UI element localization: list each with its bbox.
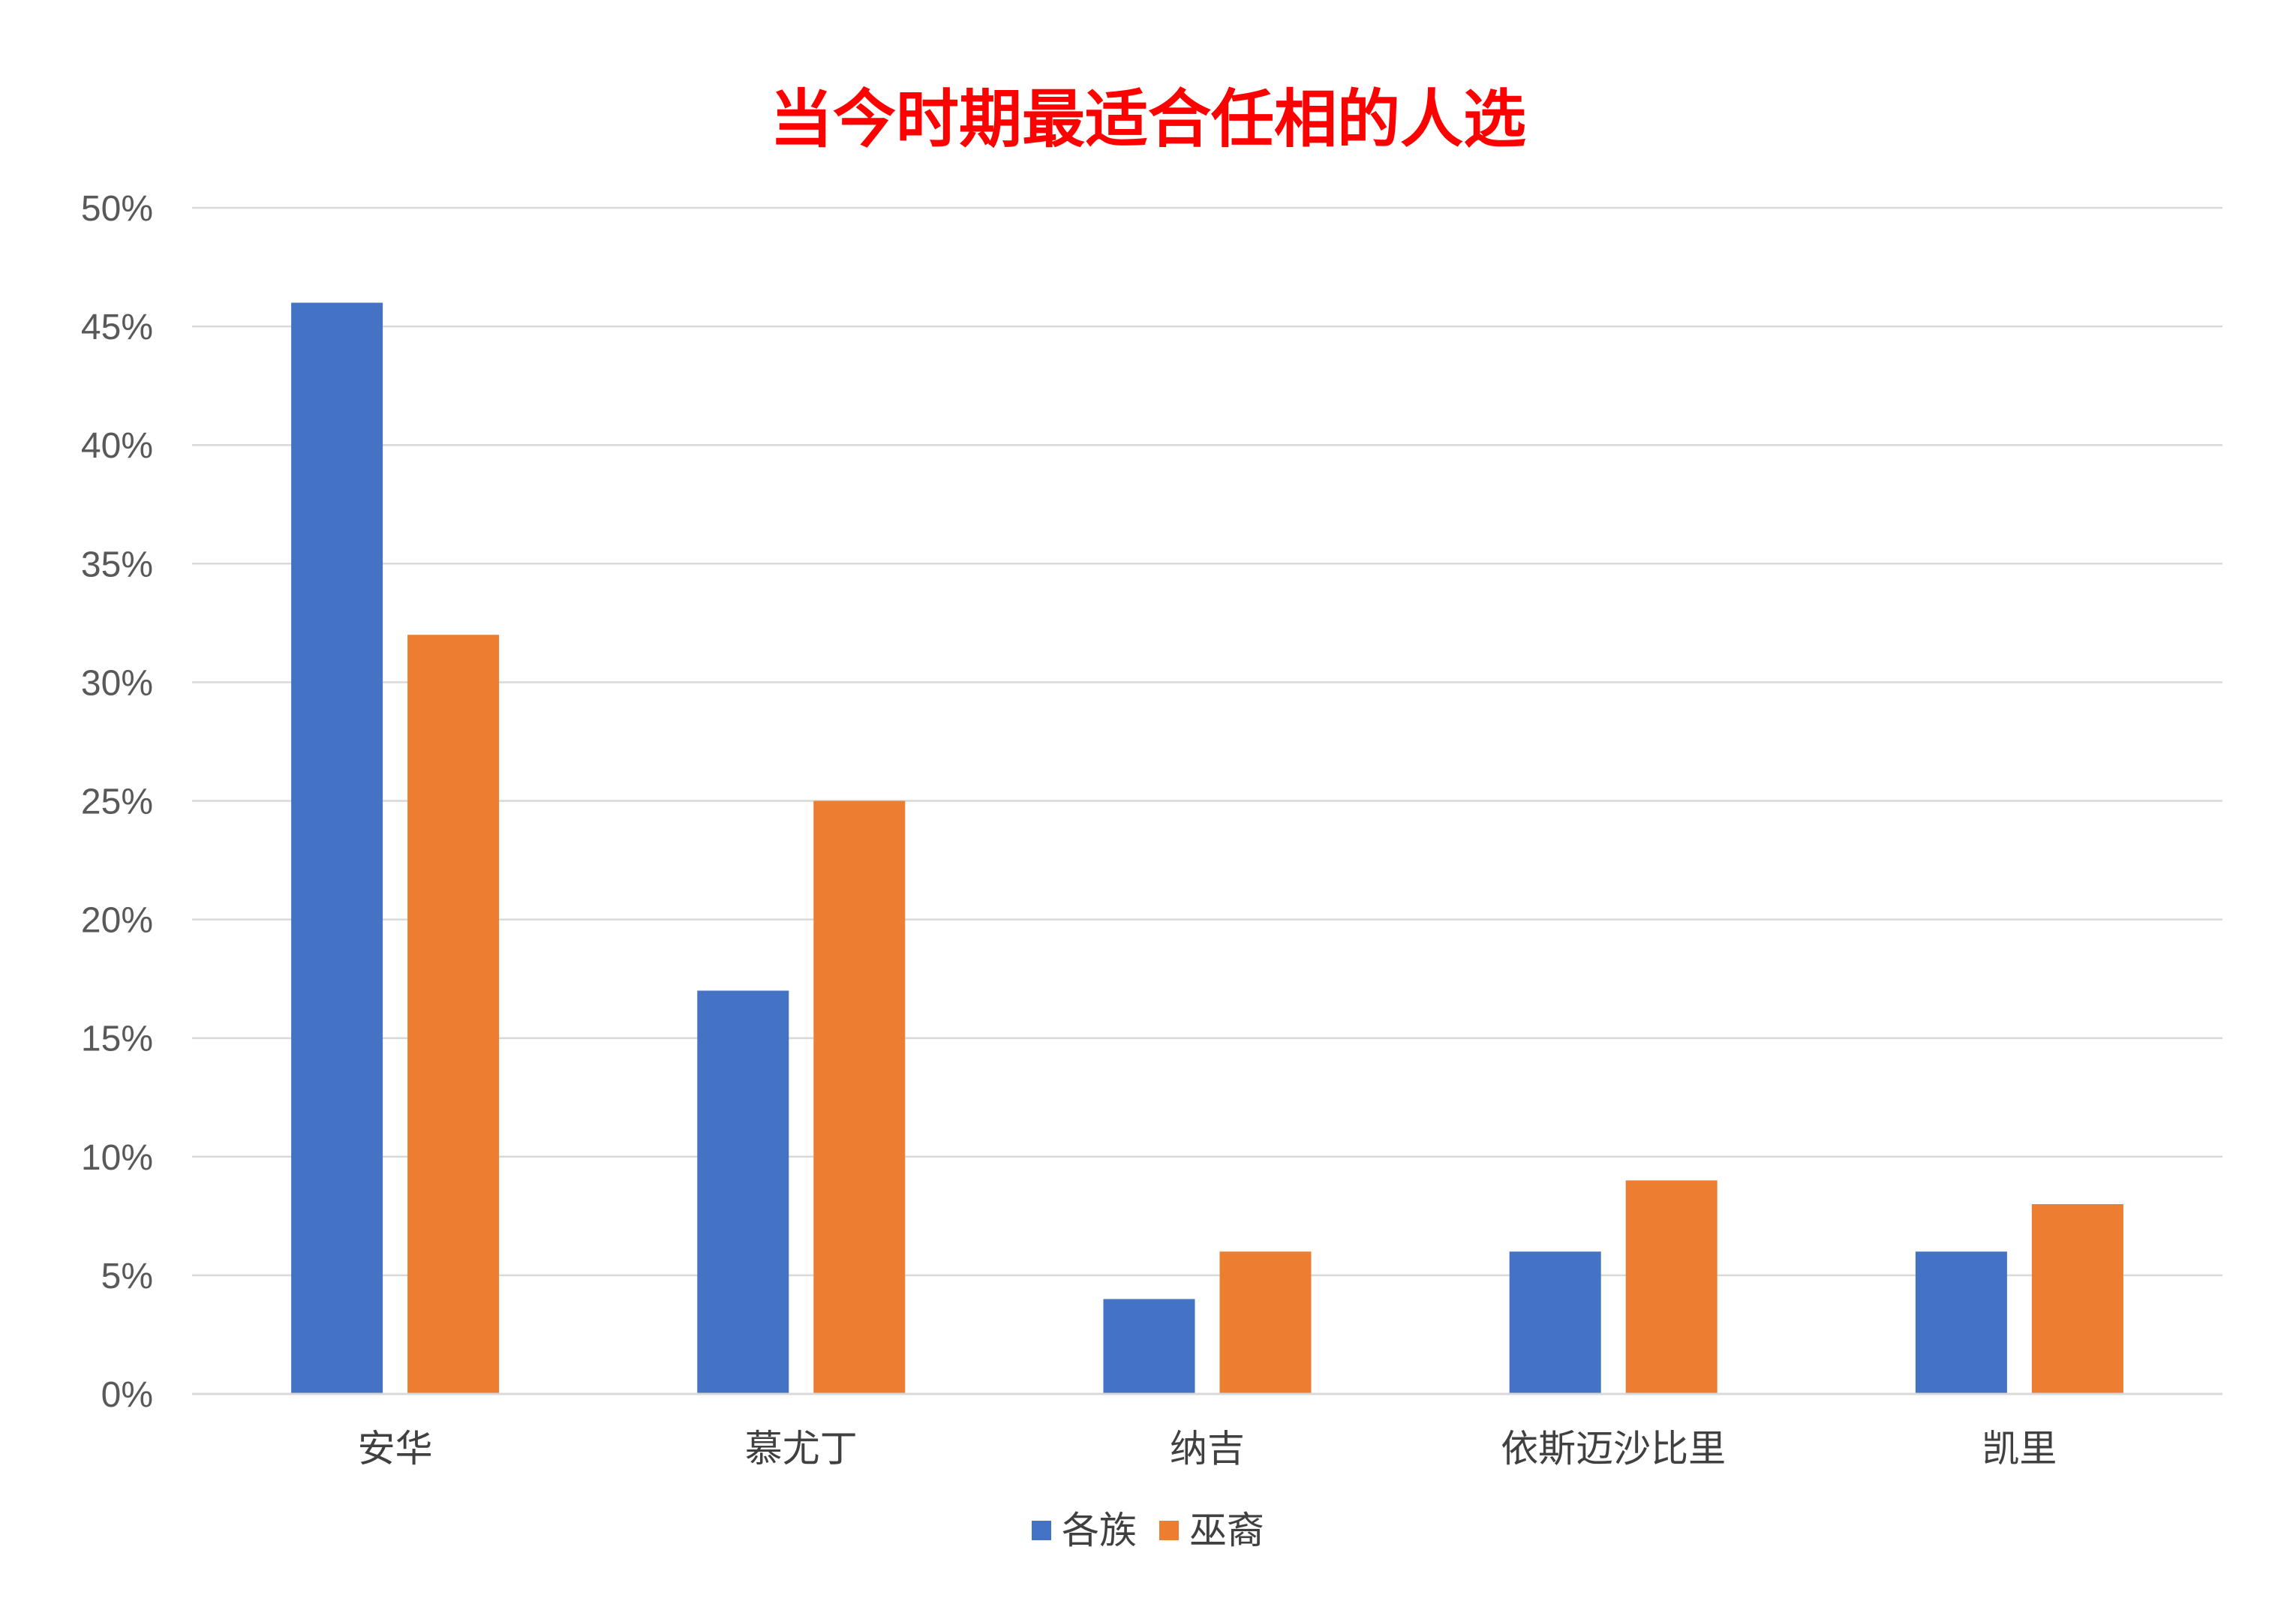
y-tick-label: 35% <box>81 545 153 584</box>
x-category-label: 慕尤丁 <box>745 1427 858 1470</box>
y-tick-label: 30% <box>81 663 153 703</box>
y-tick-label: 5% <box>101 1257 153 1296</box>
y-tick-label: 10% <box>81 1138 153 1178</box>
y-tick-label: 50% <box>81 189 153 229</box>
bar-1-1 <box>291 302 383 1395</box>
legend-label: 巫裔 <box>1189 1509 1264 1552</box>
bar-1-3 <box>1103 1299 1195 1394</box>
bar-2-2 <box>813 800 906 1394</box>
x-axis-category-labels: 安华 慕尤丁 纳吉 依斯迈沙比里 凯里 <box>358 1427 2057 1470</box>
bar-1-2 <box>697 990 789 1394</box>
bar-2-1 <box>407 635 500 1394</box>
chart-title: 当今时期最适合任相的人选 <box>770 82 1526 156</box>
x-category-label: 纳吉 <box>1170 1427 1245 1470</box>
y-axis-tick-labels: 0% 5% 10% 15% 20% 25% 30% 35% 40% 45% 50% <box>81 189 153 1415</box>
legend-label: 各族 <box>1062 1509 1137 1552</box>
bar-2-5 <box>2031 1204 2123 1394</box>
x-category-label: 凯里 <box>1982 1427 2057 1470</box>
bars <box>291 302 2123 1395</box>
x-category-label: 安华 <box>358 1427 433 1470</box>
legend: 各族 巫裔 <box>1032 1509 1264 1552</box>
y-tick-label: 40% <box>81 426 153 466</box>
legend-swatch <box>1159 1521 1179 1540</box>
y-tick-label: 0% <box>101 1375 153 1415</box>
bar-1-4 <box>1509 1251 1601 1394</box>
bar-2-4 <box>1625 1180 1717 1394</box>
bar-2-3 <box>1219 1251 1312 1394</box>
y-tick-label: 25% <box>81 782 153 822</box>
y-tick-label: 20% <box>81 901 153 941</box>
gridlines <box>192 206 2222 1277</box>
y-tick-label: 15% <box>81 1020 153 1059</box>
legend-swatch <box>1032 1521 1051 1540</box>
x-category-label: 依斯迈沙比里 <box>1501 1427 1726 1470</box>
bar-1-5 <box>1915 1251 2007 1394</box>
y-tick-label: 45% <box>81 308 153 347</box>
